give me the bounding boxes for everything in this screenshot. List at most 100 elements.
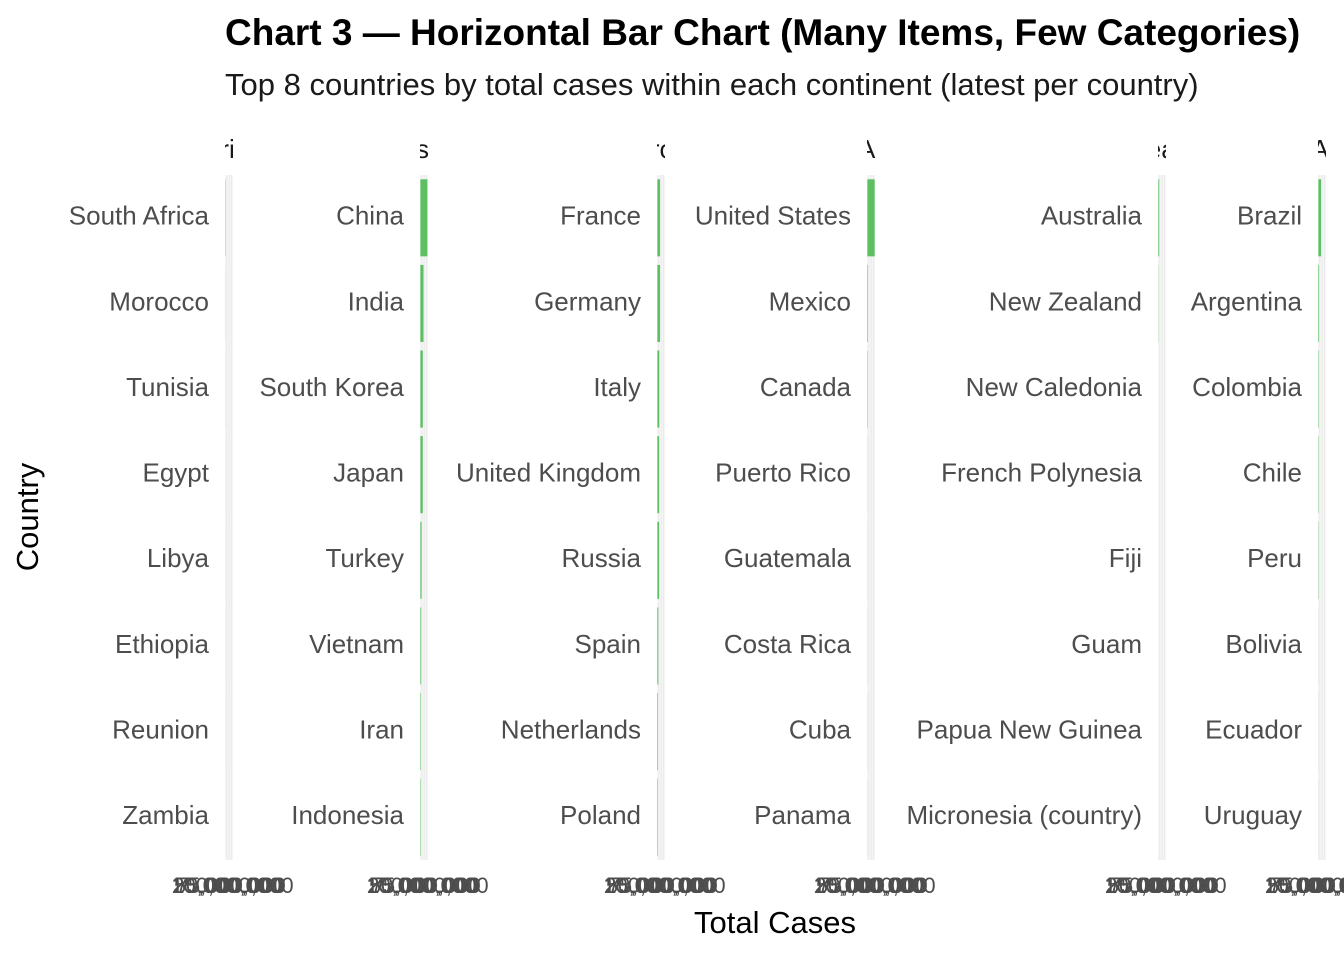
bar bbox=[657, 521, 660, 599]
bar bbox=[420, 607, 422, 685]
y-tick-label: Mexico bbox=[769, 286, 851, 316]
bar bbox=[420, 264, 424, 342]
y-tick-label: Chile bbox=[1243, 458, 1302, 488]
y-tick-label: New Zealand bbox=[989, 286, 1142, 316]
x-tick-label: 100,000,000 bbox=[813, 873, 935, 898]
y-tick-label: Cuba bbox=[789, 714, 852, 744]
y-tick-label: Japan bbox=[333, 458, 404, 488]
y-tick-label: Ethiopia bbox=[115, 629, 209, 659]
bar bbox=[657, 350, 660, 428]
y-tick-label: Brazil bbox=[1237, 201, 1302, 231]
y-tick-label: India bbox=[348, 286, 405, 316]
y-tick-label: Italy bbox=[593, 372, 641, 402]
y-tick-label: Micronesia (country) bbox=[906, 800, 1142, 830]
y-tick-label: Morocco bbox=[109, 286, 209, 316]
strip-label: Africa bbox=[196, 134, 263, 164]
strip-label: Asia bbox=[399, 134, 450, 164]
x-tick-label: 0 bbox=[861, 873, 873, 898]
y-tick-label: Reunion bbox=[112, 714, 209, 744]
x-tick-label: 75,000,000 bbox=[608, 873, 718, 898]
strip-label: Oceania bbox=[1114, 134, 1211, 164]
y-tick-label: Costa Rica bbox=[724, 629, 852, 659]
x-tick-label: 50,000,000 bbox=[369, 873, 479, 898]
y-tick-label: Guatemala bbox=[724, 543, 852, 573]
bar bbox=[1158, 179, 1160, 257]
bar bbox=[657, 179, 661, 257]
x-tick-label: 50,000,000 bbox=[1107, 873, 1217, 898]
x-tick-label: 75,000,000 bbox=[1269, 873, 1344, 898]
x-tick-label: 50,000,000 bbox=[816, 873, 926, 898]
bar bbox=[420, 693, 421, 771]
x-tick-label: 75,000,000 bbox=[818, 873, 928, 898]
x-tick-label: 25,000,000 bbox=[1105, 873, 1215, 898]
x-tick-label: 0 bbox=[219, 873, 231, 898]
x-tick-label: 100,000,000 bbox=[1104, 873, 1226, 898]
x-tick-label: 75,000,000 bbox=[1109, 873, 1219, 898]
x-tick-label: 75,000,000 bbox=[176, 873, 286, 898]
y-tick-label: South Africa bbox=[69, 201, 210, 231]
y-tick-label: United States bbox=[695, 201, 851, 231]
x-tick-label: 25,000,000 bbox=[367, 873, 477, 898]
bar bbox=[657, 436, 660, 514]
x-tick-label: 0 bbox=[1152, 873, 1164, 898]
chart-subtitle: Top 8 countries by total cases within ea… bbox=[225, 67, 1199, 102]
y-tick-label: Uruguay bbox=[1204, 800, 1302, 830]
y-tick-label: Guam bbox=[1071, 629, 1142, 659]
bar bbox=[657, 607, 659, 685]
y-tick-label: Fiji bbox=[1109, 543, 1142, 573]
y-tick-label: Germany bbox=[534, 286, 641, 316]
bar bbox=[657, 264, 661, 342]
bar bbox=[420, 436, 423, 514]
bar bbox=[420, 521, 422, 599]
x-tick-label: 25,000,000 bbox=[172, 873, 282, 898]
y-tick-label: Vietnam bbox=[309, 629, 404, 659]
bar bbox=[420, 350, 423, 428]
y-tick-label: China bbox=[336, 201, 404, 231]
strip-label: South America bbox=[1237, 134, 1344, 164]
y-tick-label: Iran bbox=[359, 714, 404, 744]
x-tick-label: 100,000,000 bbox=[1264, 873, 1344, 898]
y-tick-label: United Kingdom bbox=[456, 458, 641, 488]
y-tick-label: Zambia bbox=[122, 800, 209, 830]
y-tick-label: Puerto Rico bbox=[715, 458, 851, 488]
x-tick-label: 100,000,000 bbox=[366, 873, 488, 898]
y-tick-label: South Korea bbox=[259, 372, 404, 402]
x-tick-label: 50,000,000 bbox=[606, 873, 716, 898]
x-tick-label: 0 bbox=[651, 873, 663, 898]
strip-label: Europe bbox=[619, 134, 703, 164]
x-tick-label: 50,000,000 bbox=[1267, 873, 1344, 898]
x-tick-label: 0 bbox=[414, 873, 426, 898]
y-tick-label: Ecuador bbox=[1205, 714, 1302, 744]
x-tick-label: 0 bbox=[1312, 873, 1324, 898]
x-tick-label: 25,000,000 bbox=[814, 873, 924, 898]
y-tick-label: Libya bbox=[147, 543, 210, 573]
y-tick-label: French Polynesia bbox=[941, 458, 1142, 488]
y-tick-label: Indonesia bbox=[291, 800, 404, 830]
x-tick-label: 50,000,000 bbox=[174, 873, 284, 898]
y-tick-label: New Caledonia bbox=[966, 372, 1143, 402]
y-tick-label: Panama bbox=[754, 800, 851, 830]
y-tick-label: Bolivia bbox=[1225, 629, 1302, 659]
bar bbox=[867, 179, 875, 257]
y-tick-label: Peru bbox=[1247, 543, 1302, 573]
bar bbox=[657, 693, 658, 771]
x-tick-label: 100,000,000 bbox=[603, 873, 725, 898]
y-tick-label: Argentina bbox=[1191, 286, 1303, 316]
y-axis-title: Country bbox=[10, 462, 45, 571]
y-tick-label: Spain bbox=[575, 629, 642, 659]
strip-label: North America bbox=[789, 134, 954, 164]
y-tick-label: Papua New Guinea bbox=[917, 714, 1143, 744]
y-tick-label: France bbox=[560, 201, 641, 231]
y-tick-label: Tunisia bbox=[126, 372, 209, 402]
x-tick-label: 25,000,000 bbox=[1265, 873, 1344, 898]
bar bbox=[1318, 179, 1322, 257]
bar bbox=[1318, 264, 1320, 342]
y-tick-label: Turkey bbox=[326, 543, 405, 573]
bar bbox=[420, 179, 428, 257]
chart-title: Chart 3 — Horizontal Bar Chart (Many Ite… bbox=[225, 12, 1300, 53]
x-axis-title: Total Cases bbox=[694, 905, 856, 940]
y-tick-label: Poland bbox=[560, 800, 641, 830]
y-tick-label: Russia bbox=[562, 543, 642, 573]
x-tick-label: 75,000,000 bbox=[371, 873, 481, 898]
